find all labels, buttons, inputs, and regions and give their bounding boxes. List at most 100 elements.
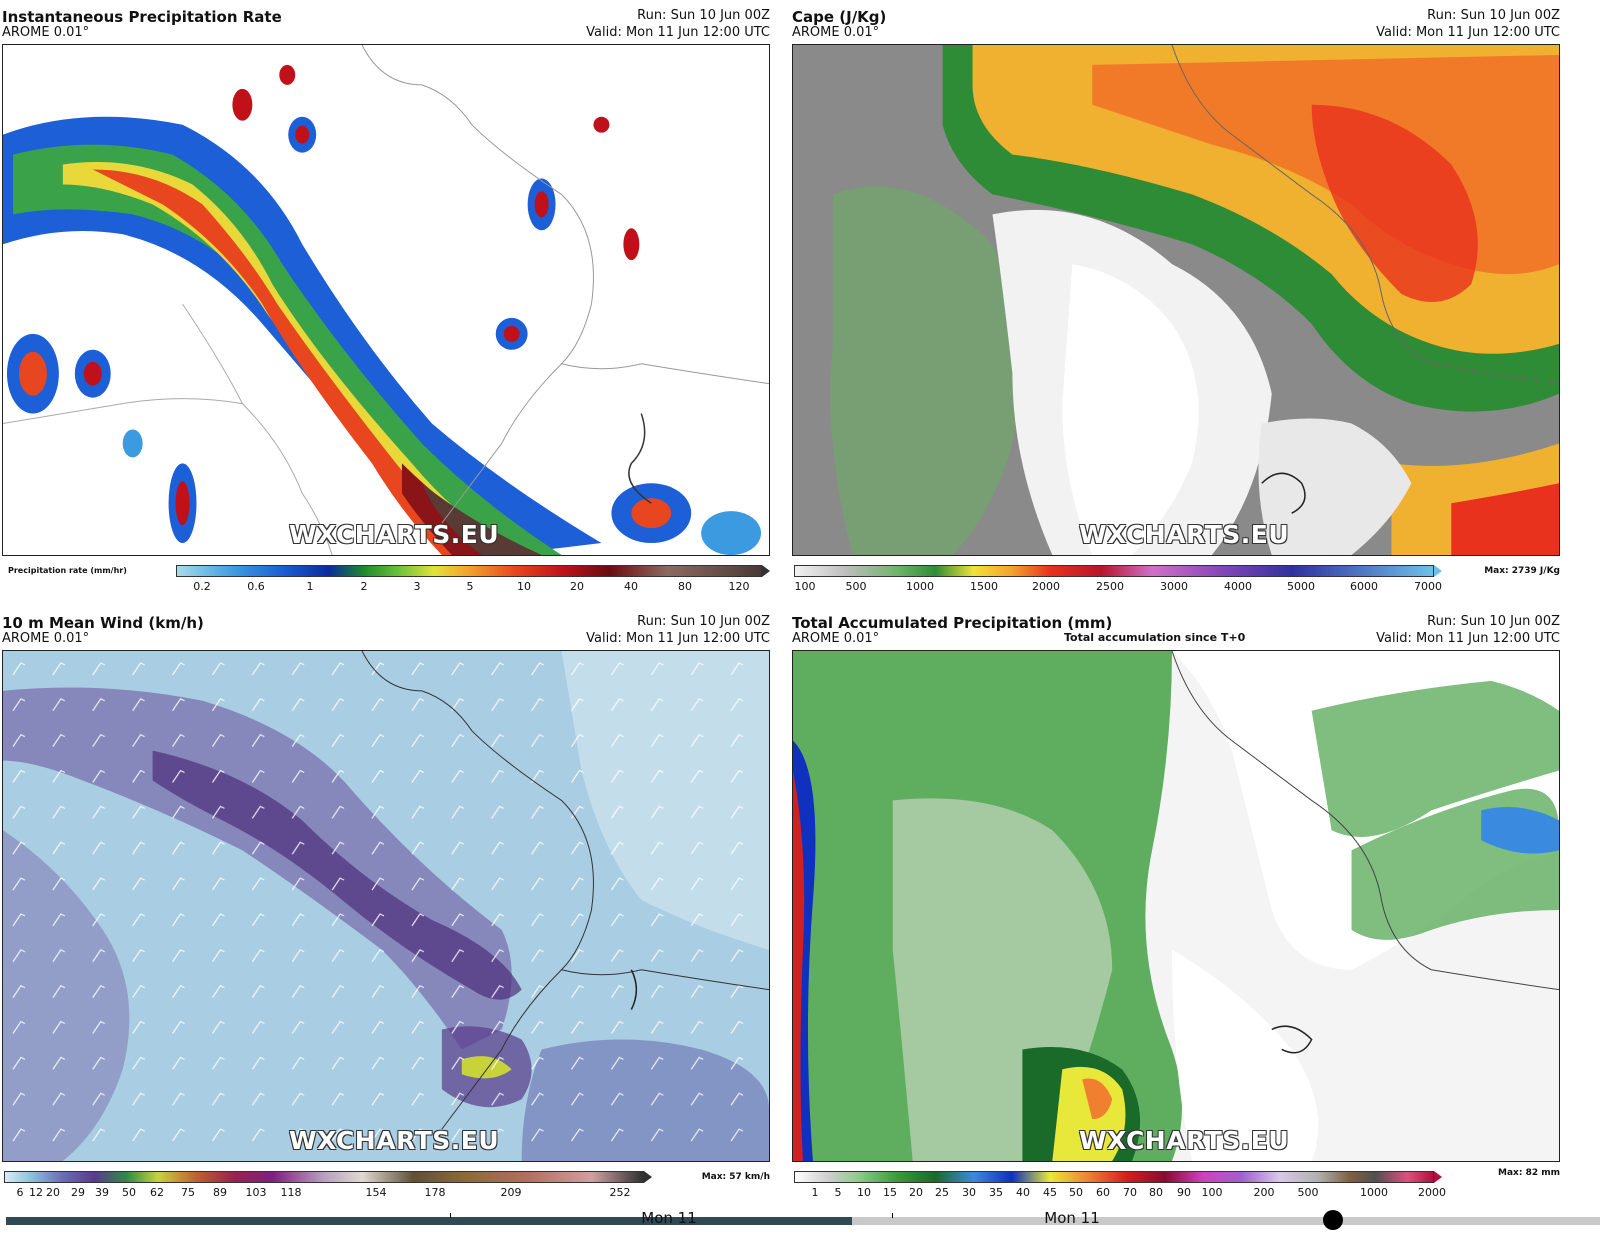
tick-label: 252 xyxy=(609,1186,631,1199)
tick-label: 2000 xyxy=(1032,580,1060,593)
model-label: AROME 0.01° xyxy=(792,25,880,40)
cape-map[interactable]: WXCHARTS.EU xyxy=(792,44,1560,556)
watermark: WXCHARTS.EU xyxy=(289,1126,500,1155)
tick-label: 75 xyxy=(181,1186,195,1199)
accum-ticks: 1 5 10 15 20 25 30 35 40 45 50 60 70 80 … xyxy=(792,1186,1560,1200)
time-slider-track-remaining[interactable] xyxy=(852,1217,1600,1225)
watermark: WXCHARTS.EU xyxy=(1079,1126,1290,1155)
tick-label: 15 xyxy=(883,1186,897,1199)
max-label: Max: 82 mm xyxy=(1498,1168,1560,1178)
tick-label: 5 xyxy=(834,1186,842,1199)
cape-ticks: 100 500 1000 1500 2000 2500 3000 4000 50… xyxy=(792,580,1560,594)
tick-label: 500 xyxy=(1297,1186,1319,1199)
valid-label: Valid: Mon 11 Jun 12:00 UTC xyxy=(586,25,770,40)
tick-label: 60 xyxy=(1096,1186,1110,1199)
tick-label: 154 xyxy=(365,1186,387,1199)
accum-field xyxy=(793,651,1559,1161)
tick-label: 80 xyxy=(1149,1186,1163,1199)
cape-colorbar xyxy=(794,565,1434,577)
model-label: AROME 0.01° xyxy=(792,631,880,646)
colorbar-tip xyxy=(644,1171,652,1183)
tick-label: 39 xyxy=(95,1186,109,1199)
tick-label: 0.2 xyxy=(193,580,211,593)
time-tick xyxy=(450,1213,451,1218)
tick-label: 1 xyxy=(306,580,314,593)
panel-subtitle: Total accumulation since T+0 xyxy=(1064,631,1246,644)
colorbar-tip xyxy=(1434,565,1442,577)
tick-label: 20 xyxy=(909,1186,923,1199)
tick-label: 500 xyxy=(845,580,867,593)
tick-label: 0.6 xyxy=(247,580,265,593)
tick-label: 1000 xyxy=(906,580,934,593)
tick-label: 25 xyxy=(935,1186,949,1199)
tick-label: 20 xyxy=(570,580,584,593)
tick-label: 30 xyxy=(962,1186,976,1199)
tick-label: 6000 xyxy=(1350,580,1378,593)
wind-map[interactable]: WXCHARTS.EU xyxy=(2,650,770,1162)
precip-colorbar xyxy=(176,565,762,577)
tick-label: 20 xyxy=(46,1186,60,1199)
tick-label: 3 xyxy=(413,580,421,593)
tick-label: 5 xyxy=(466,580,474,593)
colorbar-tip xyxy=(1434,1171,1442,1183)
tick-label: 12 xyxy=(29,1186,43,1199)
precip-map[interactable]: WXCHARTS.EU xyxy=(2,44,770,556)
max-label: Max: 57 km/h xyxy=(701,1172,770,1182)
time-slider[interactable]: Mon 11 Mon 11 xyxy=(0,1209,1600,1251)
valid-label: Valid: Mon 11 Jun 12:00 UTC xyxy=(586,631,770,646)
panel-title: Total Accumulated Precipitation (mm) xyxy=(792,614,1113,632)
time-slider-handle[interactable] xyxy=(1323,1210,1343,1230)
wind-panel: 10 m Mean Wind (km/h) AROME 0.01° Run: S… xyxy=(2,614,770,1204)
tick-label: 80 xyxy=(678,580,692,593)
panel-title: Cape (J/Kg) xyxy=(792,8,887,26)
tick-label: 2 xyxy=(360,580,368,593)
accum-map[interactable]: WXCHARTS.EU xyxy=(792,650,1560,1162)
time-label: Mon 11 xyxy=(1044,1209,1100,1227)
tick-label: 45 xyxy=(1043,1186,1057,1199)
tick-label: 178 xyxy=(424,1186,446,1199)
tick-label: 29 xyxy=(71,1186,85,1199)
tick-label: 1000 xyxy=(1360,1186,1388,1199)
wind-field xyxy=(3,651,769,1161)
tick-label: 10 xyxy=(517,580,531,593)
tick-label: 89 xyxy=(213,1186,227,1199)
run-label: Run: Sun 10 Jun 00Z xyxy=(637,614,770,629)
time-tick xyxy=(892,1213,893,1218)
valid-label: Valid: Mon 11 Jun 12:00 UTC xyxy=(1376,631,1560,646)
tick-label: 40 xyxy=(624,580,638,593)
panel-title: 10 m Mean Wind (km/h) xyxy=(2,614,204,632)
tick-label: 90 xyxy=(1177,1186,1191,1199)
tick-label: 6 xyxy=(16,1186,24,1199)
run-label: Run: Sun 10 Jun 00Z xyxy=(1427,614,1560,629)
cape-panel: Cape (J/Kg) AROME 0.01° Run: Sun 10 Jun … xyxy=(792,8,1560,598)
tick-label: 50 xyxy=(1069,1186,1083,1199)
colorbar-tip xyxy=(762,565,770,577)
precip-field xyxy=(3,45,769,555)
tick-label: 62 xyxy=(150,1186,164,1199)
accum-colorbar xyxy=(794,1171,1434,1183)
tick-label: 1500 xyxy=(970,580,998,593)
tick-label: 40 xyxy=(1016,1186,1030,1199)
watermark: WXCHARTS.EU xyxy=(1079,520,1290,549)
tick-label: 200 xyxy=(1253,1186,1275,1199)
precip-panel: Instantaneous Precipitation Rate AROME 0… xyxy=(2,8,770,598)
tick-label: 2500 xyxy=(1096,580,1124,593)
model-label: AROME 0.01° xyxy=(2,631,90,646)
watermark: WXCHARTS.EU xyxy=(289,520,500,549)
tick-label: 4000 xyxy=(1224,580,1252,593)
run-label: Run: Sun 10 Jun 00Z xyxy=(637,8,770,23)
time-slider-track-elapsed[interactable] xyxy=(6,1217,852,1225)
wind-colorbar xyxy=(4,1171,644,1183)
tick-label: 100 xyxy=(794,580,816,593)
cape-field xyxy=(793,45,1559,555)
tick-label: 103 xyxy=(245,1186,267,1199)
accum-panel: Total Accumulated Precipitation (mm) ARO… xyxy=(792,614,1560,1204)
tick-label: 1 xyxy=(811,1186,819,1199)
panel-title: Instantaneous Precipitation Rate xyxy=(2,8,282,26)
run-label: Run: Sun 10 Jun 00Z xyxy=(1427,8,1560,23)
colorbar-label: Precipitation rate (mm/hr) xyxy=(8,566,127,575)
model-label: AROME 0.01° xyxy=(2,25,90,40)
precip-ticks: 0.2 0.6 1 2 3 5 10 20 40 80 120 xyxy=(2,580,770,594)
tick-label: 7000 xyxy=(1414,580,1442,593)
tick-label: 118 xyxy=(280,1186,302,1199)
